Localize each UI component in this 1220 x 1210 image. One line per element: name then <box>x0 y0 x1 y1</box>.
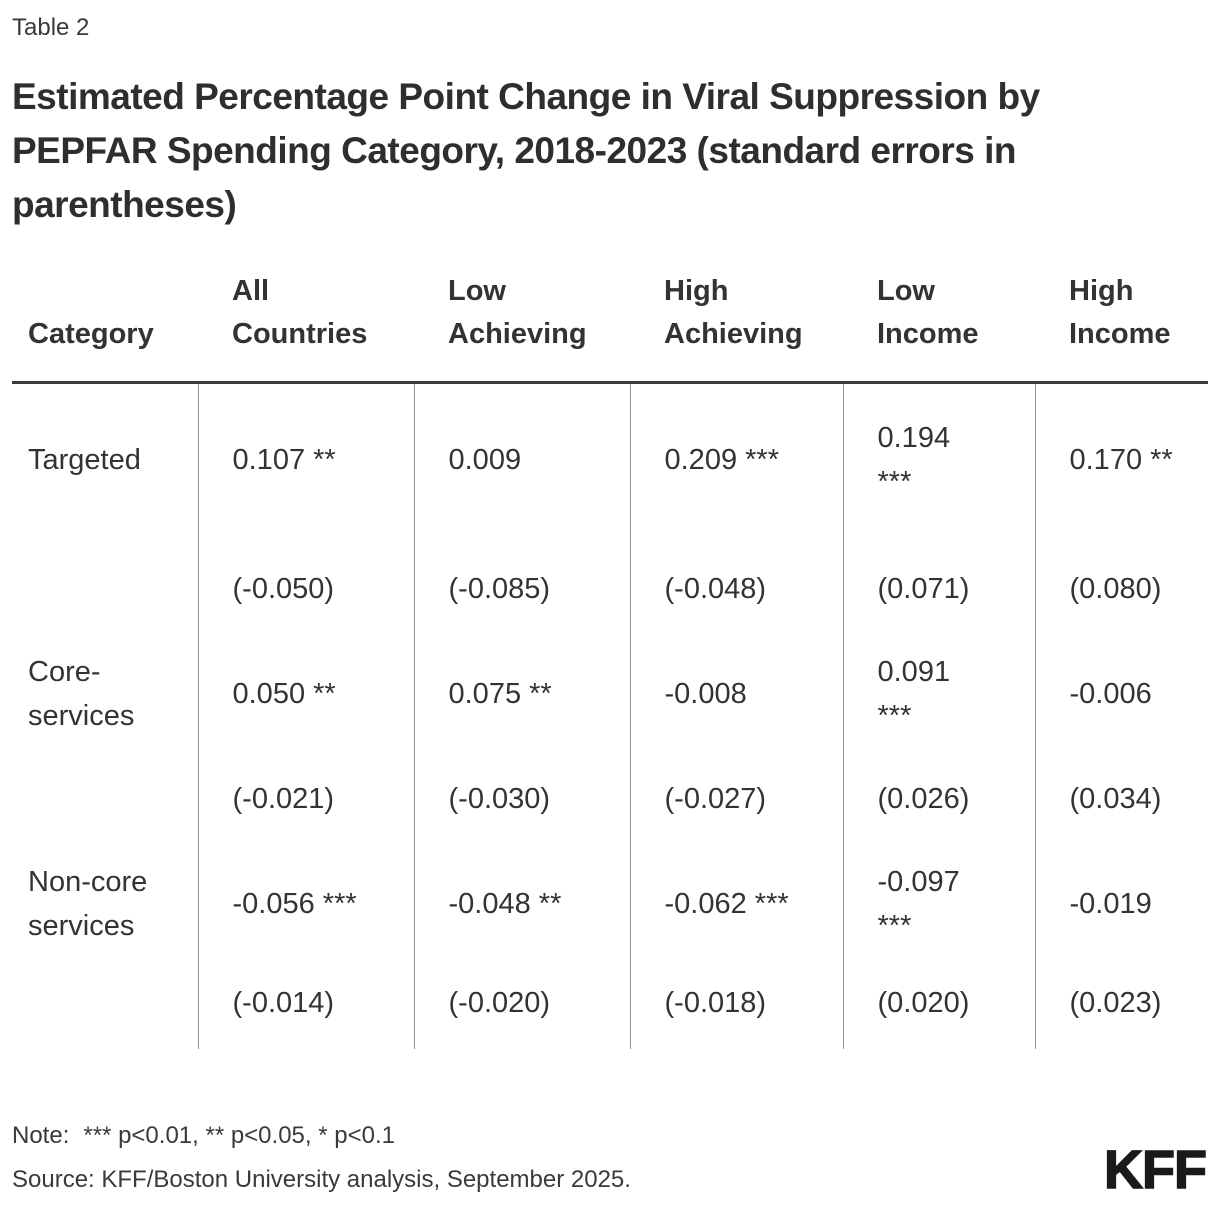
column-header-high-income: High Income <box>1035 269 1208 384</box>
column-header-all-countries: All Countries <box>198 269 414 384</box>
row-label-empty <box>12 747 198 852</box>
table-row: Non-core services -0.056 *** -0.048 ** -… <box>12 852 1208 958</box>
estimate-cell: 0.194 *** <box>842 382 1035 538</box>
column-header-high-achieving: High Achieving <box>630 269 843 384</box>
se-cell: (-0.085) <box>413 537 630 643</box>
row-label-empty <box>12 957 198 1049</box>
se-cell: (-0.014) <box>197 957 414 1050</box>
note-label: Note: <box>12 1122 70 1150</box>
estimate-cell: 0.209 *** <box>629 382 843 538</box>
se-cell: (-0.020) <box>413 957 630 1050</box>
se-cell: (0.026) <box>842 747 1035 853</box>
table-row: Targeted 0.107 ** 0.009 0.209 *** 0.194 … <box>12 382 1208 538</box>
column-header-low-achieving: Low Achieving <box>414 269 630 384</box>
estimate-cell: 0.009 <box>413 382 630 538</box>
estimate-cell: 0.107 ** <box>197 382 414 538</box>
se-cell: (-0.018) <box>629 957 843 1050</box>
se-cell: (0.020) <box>842 957 1035 1050</box>
column-header-category: Category <box>12 269 198 384</box>
table-row: (-0.050) (-0.085) (-0.048) (0.071) (0.08… <box>12 537 1208 643</box>
se-cell: (-0.050) <box>197 537 414 643</box>
column-header-low-income: Low Income <box>843 269 1035 384</box>
estimate-cell: 0.050 ** <box>197 642 414 748</box>
results-table: Category All Countries Low Achieving Hig… <box>12 269 1208 1050</box>
se-cell: (-0.027) <box>629 747 843 853</box>
row-label-core-services: Core- services <box>28 656 135 732</box>
row-label-empty <box>12 537 198 642</box>
estimate-cell: 0.170 ** <box>1034 382 1208 538</box>
row-label-non-core-services: Non-core services <box>28 866 148 942</box>
figure-footer: Note: *** p<0.01, ** p<0.05, * p<0.1 Sour… <box>12 1121 1208 1195</box>
estimate-cell: -0.097 *** <box>842 852 1035 958</box>
row-label-targeted: Targeted <box>28 443 141 476</box>
kff-logo: KFF <box>1103 1140 1207 1200</box>
estimate-cell: 0.075 ** <box>413 642 630 748</box>
note-line: Note: *** p<0.01, ** p<0.05, * p<0.1 <box>12 1121 1208 1151</box>
table-title: Estimated Percentage Point Change in Vir… <box>12 75 1040 225</box>
estimate-cell: -0.006 <box>1034 642 1208 748</box>
se-cell: (0.071) <box>842 537 1035 643</box>
estimate-cell: -0.008 <box>629 642 843 748</box>
table-header-row: Category All Countries Low Achieving Hig… <box>12 269 1208 384</box>
se-cell: (0.034) <box>1034 747 1208 853</box>
se-cell: (-0.030) <box>413 747 630 853</box>
table-row: Core- services 0.050 ** 0.075 ** -0.008 … <box>12 642 1208 748</box>
source-text: Source: KFF/Boston University analysis, … <box>12 1166 631 1194</box>
table-number-label: Table 2 <box>12 14 90 41</box>
se-cell: (-0.021) <box>197 747 414 853</box>
estimate-cell: -0.019 <box>1034 852 1208 958</box>
estimate-cell: -0.048 ** <box>413 852 630 958</box>
se-cell: (-0.048) <box>629 537 843 643</box>
estimate-cell: 0.091 *** <box>842 642 1035 748</box>
table-row: (-0.014) (-0.020) (-0.018) (0.020) (0.02… <box>12 957 1208 1050</box>
se-cell: (0.080) <box>1034 537 1208 643</box>
note-text: *** p<0.01, ** p<0.05, * p<0.1 <box>83 1122 395 1150</box>
estimate-cell: -0.062 *** <box>629 852 843 958</box>
table-row: (-0.021) (-0.030) (-0.027) (0.026) (0.03… <box>12 747 1208 853</box>
estimate-cell: -0.056 *** <box>197 852 414 958</box>
se-cell: (0.023) <box>1034 957 1208 1050</box>
